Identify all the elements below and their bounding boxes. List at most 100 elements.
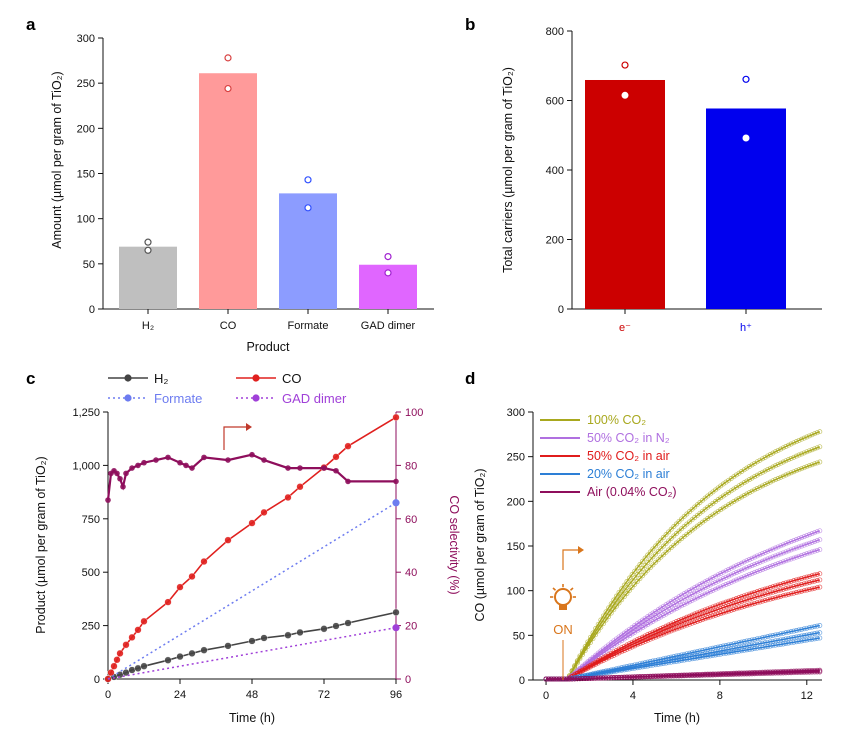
panel-d-data-point: [676, 528, 682, 534]
panel-d-data-point: [710, 581, 716, 587]
panel-d-data-point: [666, 538, 672, 544]
panel-d-data-point: [606, 614, 612, 619]
panel-c-series-point: [140, 662, 148, 670]
panel-d-data-point: [791, 454, 797, 460]
panel-d-data-point: [650, 618, 656, 624]
panel-d-data-point: [739, 575, 745, 581]
panel-d-data-point: [634, 572, 640, 578]
panel-c-series-point: [153, 457, 159, 463]
panel-d-data-point: [783, 549, 789, 555]
panel-c-series-point: [261, 457, 267, 463]
panel-d-data-point: [645, 622, 651, 627]
panel-d-data-point: [733, 577, 739, 583]
panel-d-data-point: [655, 540, 661, 546]
panel-d-data-point: [676, 618, 682, 623]
panel-c-series-point: [135, 462, 141, 469]
panel-d-data-point: [786, 548, 791, 554]
panel-d-data-point: [799, 451, 805, 457]
panel-d-data-point: [707, 582, 713, 588]
panel-d-data-point: [608, 610, 614, 616]
panel-d-data-point: [611, 597, 617, 603]
panel-d-data-point: [634, 642, 640, 648]
lightbulb-icon: [550, 584, 576, 610]
panel-d-data-point: [720, 583, 726, 589]
panel-d-data-point: [666, 625, 672, 631]
panel-d-data-point: [611, 652, 617, 658]
panel-d-data-point: [731, 571, 737, 577]
panel-c-series-point: [165, 454, 171, 461]
panel-d-data-point: [700, 580, 705, 586]
panel-d-data-point: [733, 484, 739, 490]
panel-d-data-point: [608, 601, 614, 607]
panel-d-data-point: [660, 543, 666, 549]
panel-d-data-point: [770, 554, 776, 560]
panel-d-data-point: [723, 574, 729, 580]
panel-d-data-point: [806, 433, 812, 439]
panel-d-data-point: [668, 628, 674, 634]
panel-c-series-point: [183, 462, 189, 469]
panel-d-data-point: [689, 597, 695, 603]
panel-c-series-point: [392, 608, 400, 616]
panel-d-data-point: [611, 643, 617, 649]
panel-d-data-point: [718, 507, 724, 513]
panel-c-series-point: [392, 413, 400, 421]
panel-d-data-point: [629, 631, 635, 637]
panel-d-data-point: [647, 549, 653, 555]
panel-d-xtick-label: 12: [801, 690, 813, 702]
panel-c-series-point: [393, 478, 399, 485]
panel-d-data-point: [653, 551, 659, 557]
panel-d-data-point: [692, 585, 698, 591]
panel-d-data-point: [640, 566, 645, 571]
panel-b-ytick-label: 200: [546, 235, 564, 247]
panel-b-ytick-label: 600: [546, 96, 564, 108]
panel-d-data-point: [658, 609, 664, 615]
panel-d-data-point: [710, 575, 716, 581]
panel-d-data-point: [752, 554, 758, 560]
panel-d-data-point: [640, 558, 645, 564]
panel-d-data-point: [718, 571, 724, 576]
panel-d-data-point: [739, 494, 745, 500]
panel-d-data-point: [741, 467, 747, 473]
panel-d-legend-label: Air (0.04% CO₂): [587, 485, 677, 499]
panel-d-data-point: [632, 581, 638, 587]
panel-d-data-point: [746, 572, 752, 578]
panel-c-series-point: [164, 598, 172, 606]
panel-d-data-point: [713, 510, 718, 516]
panel-d-data-point: [744, 573, 750, 579]
panel-d-data-point: [632, 575, 638, 581]
panel-d-data-point: [653, 543, 659, 549]
panel-d-series-line: [546, 586, 820, 680]
panel-d-data-point: [814, 445, 820, 451]
panel-d-data-point: [744, 565, 750, 571]
panel-d-data-point: [733, 472, 739, 478]
panel-d-data-point: [741, 566, 747, 572]
panel-d-data-point: [778, 474, 784, 480]
panel-d-data-point: [780, 459, 786, 465]
panel-c-y2tick-label: 20: [405, 621, 417, 633]
panel-d-data-point: [723, 568, 729, 574]
panel-d-data-point: [616, 650, 622, 656]
panel-c-chart: Product (µmol per gram of TiO₂) CO selec…: [34, 371, 461, 725]
panel-d-data-point: [619, 591, 625, 597]
panel-d-data-point: [598, 624, 604, 630]
panel-d-data-point: [647, 620, 653, 626]
panel-d-data-point: [786, 471, 791, 477]
panel-d-data-point: [754, 569, 760, 574]
panel-d-data-point: [791, 440, 797, 446]
panel-d-series-line: [546, 637, 820, 680]
panel-c-series-point: [224, 642, 232, 650]
panel-d-data-point: [660, 631, 666, 637]
panel-d-data-point: [655, 633, 661, 639]
panel-d-data-point: [645, 552, 651, 558]
panel-d-data-point: [757, 457, 763, 463]
panel-c-ytick-label: 0: [94, 674, 100, 686]
panel-d-data-point: [739, 560, 745, 566]
panel-d-data-point: [697, 594, 703, 600]
panel-d-data-point: [760, 551, 765, 557]
panel-d-data-point: [780, 473, 786, 479]
panel-d-data-point: [663, 541, 669, 546]
panel-c-series-point: [225, 457, 231, 463]
panel-d-data-point: [624, 585, 630, 590]
panel-d-data-point: [582, 648, 588, 653]
panel-d-data-point: [684, 594, 690, 600]
